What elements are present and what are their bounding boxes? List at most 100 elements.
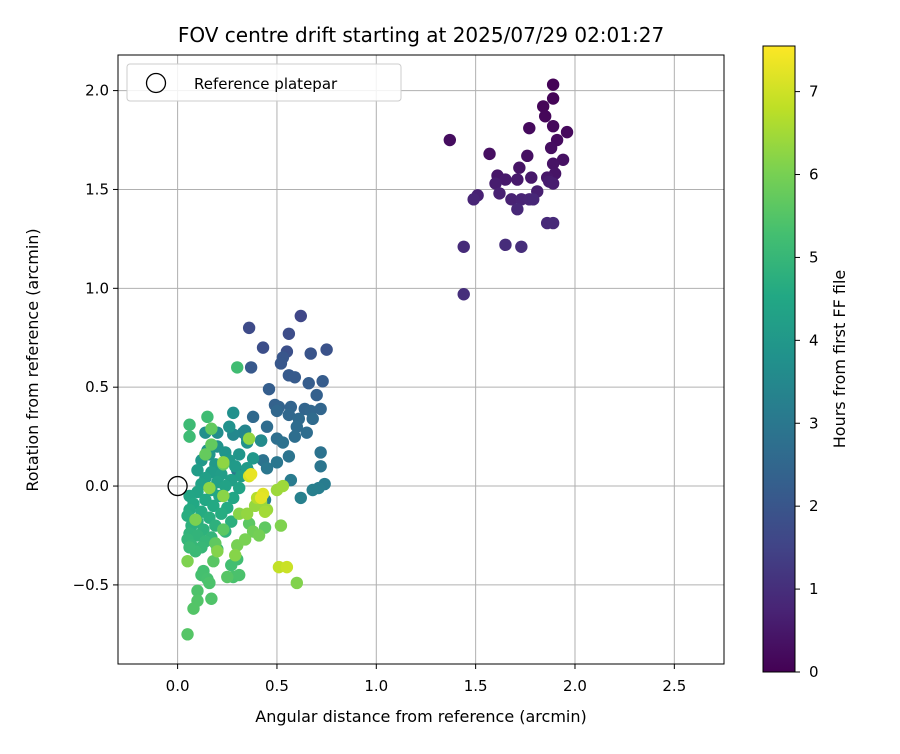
data-point [225, 558, 238, 572]
data-point [227, 406, 240, 420]
data-point [489, 177, 502, 190]
data-point [189, 513, 202, 526]
data-point [276, 436, 290, 449]
data-point [252, 529, 266, 542]
data-point [499, 173, 512, 186]
data-point [270, 456, 284, 469]
data-point [546, 216, 560, 230]
data-point [288, 371, 302, 384]
legend[interactable]: Reference platepar [126, 63, 402, 102]
x-tick-label: 1.5 [464, 677, 488, 695]
data-point [201, 410, 214, 424]
x-tick-label: 0.0 [166, 677, 190, 695]
data-point [205, 592, 218, 605]
data-point [217, 489, 230, 503]
data-point [219, 479, 232, 493]
y-tick-label: 1.5 [85, 180, 109, 198]
data-point [314, 460, 327, 473]
y-axis-label: Rotation from reference (arcmin) [23, 228, 42, 491]
data-point [536, 100, 550, 113]
data-point [276, 479, 290, 493]
data-point [546, 92, 560, 105]
data-point [260, 462, 274, 475]
data-point [538, 110, 552, 123]
data-point [294, 491, 307, 505]
data-point [260, 420, 274, 433]
legend-box [126, 63, 402, 102]
data-point [231, 361, 244, 374]
data-point [546, 119, 560, 133]
colorbar-tick-label: 2 [809, 497, 819, 515]
data-point [262, 382, 276, 396]
data-point [217, 456, 230, 469]
data-point [274, 519, 288, 532]
y-axis-ticks: −0.5 0.0 0.5 1.0 1.5 2.0 [73, 82, 118, 594]
x-tick-label: 0.5 [265, 677, 289, 695]
data-point [199, 448, 212, 461]
data-point [242, 321, 256, 335]
data-point [181, 628, 194, 641]
colorbar-tick-label: 1 [809, 580, 819, 598]
data-point [240, 507, 254, 520]
colorbar: 0 1 2 3 4 5 6 7 Hours from first FF file [762, 45, 849, 681]
data-point [183, 418, 196, 431]
data-point [207, 554, 220, 568]
data-point [280, 560, 294, 574]
data-point [546, 78, 560, 91]
data-point [511, 173, 524, 186]
data-point [229, 549, 242, 562]
y-tick-label: 0.0 [85, 477, 109, 495]
data-point [191, 584, 204, 598]
data-point [523, 121, 536, 135]
data-point [499, 238, 512, 252]
data-point [183, 541, 196, 554]
data-point [560, 125, 574, 139]
data-point [511, 203, 524, 216]
x-tick-label: 2.5 [662, 677, 686, 695]
legend-open-circle-icon [145, 72, 167, 94]
data-point [300, 426, 313, 439]
data-point [320, 343, 333, 356]
y-tick-label: 2.0 [85, 82, 109, 100]
data-point [274, 357, 288, 370]
y-tick-label: 0.5 [85, 378, 109, 396]
data-point [505, 193, 518, 206]
data-point [282, 408, 296, 422]
data-point [215, 507, 228, 520]
data-point [205, 438, 218, 451]
data-point [191, 464, 204, 477]
data-point [483, 147, 496, 161]
data-point [314, 402, 327, 416]
data-point [227, 491, 240, 505]
data-point [527, 193, 540, 206]
data-point [203, 576, 216, 590]
data-point [282, 327, 296, 340]
data-point [183, 430, 196, 443]
colorbar-gradient [762, 45, 796, 673]
data-point [290, 576, 304, 590]
data-point [304, 347, 317, 360]
colorbar-tick-label: 5 [809, 248, 819, 266]
colorbar-ticks: 0 1 2 3 4 5 6 7 [795, 83, 819, 681]
data-point [211, 545, 224, 558]
data-point [242, 432, 256, 445]
data-point [288, 430, 302, 443]
data-point [254, 434, 268, 447]
data-point [270, 404, 284, 418]
y-tick-label: −0.5 [73, 576, 109, 594]
x-tick-label: 2.0 [563, 677, 587, 695]
data-points [181, 78, 574, 641]
data-point [282, 450, 296, 463]
x-axis-label: Angular distance from reference (arcmin) [255, 707, 586, 726]
data-point [225, 515, 238, 528]
colorbar-tick-label: 6 [809, 166, 819, 184]
data-point [306, 483, 319, 497]
data-point [443, 133, 457, 147]
x-tick-label: 1.0 [364, 677, 388, 695]
colorbar-tick-label: 4 [809, 331, 819, 349]
data-point [256, 341, 270, 354]
data-point [493, 187, 506, 200]
data-point [244, 467, 258, 481]
data-point [205, 422, 218, 435]
